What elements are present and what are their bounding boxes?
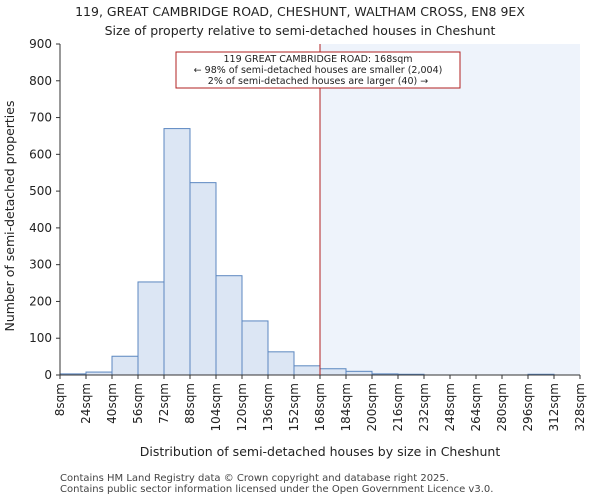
- y-tick-label: 100: [29, 331, 52, 345]
- x-tick-label: 152sqm: [287, 383, 301, 431]
- y-tick-label: 500: [29, 184, 52, 198]
- x-tick-label: 88sqm: [183, 383, 197, 424]
- y-tick-label: 600: [29, 147, 52, 161]
- x-tick-label: 184sqm: [339, 383, 353, 431]
- y-tick-label: 200: [29, 294, 52, 308]
- x-tick-label: 296sqm: [521, 383, 535, 431]
- annotation-line-2: ← 98% of semi-detached houses are smalle…: [194, 65, 443, 76]
- bar: [215, 275, 243, 376]
- x-tick-label: 280sqm: [495, 383, 509, 431]
- y-tick-label: 400: [29, 221, 52, 235]
- x-tick-label: 216sqm: [391, 383, 405, 431]
- x-tick-label: 200sqm: [365, 383, 379, 431]
- bar: [137, 281, 165, 376]
- annotation-frame: [175, 51, 461, 89]
- y-axis-label: Number of semi-detached properties: [2, 101, 17, 332]
- chart-subtitle: Size of property relative to semi-detach…: [105, 23, 496, 38]
- x-tick-label: 264sqm: [469, 383, 483, 431]
- x-tick-label: 168sqm: [313, 383, 327, 431]
- x-tick-label: 248sqm: [443, 383, 457, 431]
- bar: [293, 365, 321, 376]
- bars: [59, 128, 555, 376]
- chart-title: 119, GREAT CAMBRIDGE ROAD, CHESHUNT, WAL…: [75, 4, 525, 19]
- bar: [111, 355, 139, 376]
- x-tick-label: 136sqm: [261, 383, 275, 431]
- annotation-box: 119 GREAT CAMBRIDGE ROAD: 168sqm ← 98% o…: [175, 51, 461, 89]
- y-tick-label: 900: [29, 37, 52, 51]
- annotation-line-3: 2% of semi-detached houses are larger (4…: [208, 76, 428, 87]
- footer-line-1: Contains HM Land Registry data © Crown c…: [60, 473, 449, 484]
- x-tick-label: 312sqm: [547, 383, 561, 431]
- y-tick-label: 300: [29, 258, 52, 272]
- bar: [189, 182, 217, 376]
- bar: [345, 370, 373, 376]
- y-tick-label: 800: [29, 74, 52, 88]
- annotation-line-1: 119 GREAT CAMBRIDGE ROAD: 168sqm: [224, 54, 413, 65]
- x-tick-label: 120sqm: [235, 383, 249, 431]
- y-tick-label: 0: [44, 368, 52, 382]
- x-tick-label: 24sqm: [79, 383, 93, 424]
- y-axis: 0 100 200 300 400 500 600 700 800 900: [29, 37, 61, 382]
- footer-line-2: Contains public sector information licen…: [60, 484, 494, 495]
- x-tick-label: 72sqm: [157, 383, 171, 424]
- x-tick-label: 40sqm: [105, 383, 119, 424]
- bar: [241, 320, 269, 376]
- highlight-region: [320, 44, 580, 375]
- x-tick-label: 232sqm: [417, 383, 431, 431]
- y-tick-label: 700: [29, 111, 52, 125]
- x-axis: 8sqm 24sqm 40sqm 56sqm 72sqm 88sqm 104sqm 120sq…: [53, 374, 587, 431]
- bar: [163, 128, 191, 376]
- x-tick-label: 328sqm: [573, 383, 587, 431]
- x-tick-label: 104sqm: [209, 383, 223, 431]
- x-tick-label: 8sqm: [53, 383, 67, 416]
- bar: [267, 351, 295, 376]
- x-axis-label: Distribution of semi-detached houses by …: [140, 444, 501, 459]
- bar: [319, 368, 347, 376]
- x-tick-label: 56sqm: [131, 383, 145, 424]
